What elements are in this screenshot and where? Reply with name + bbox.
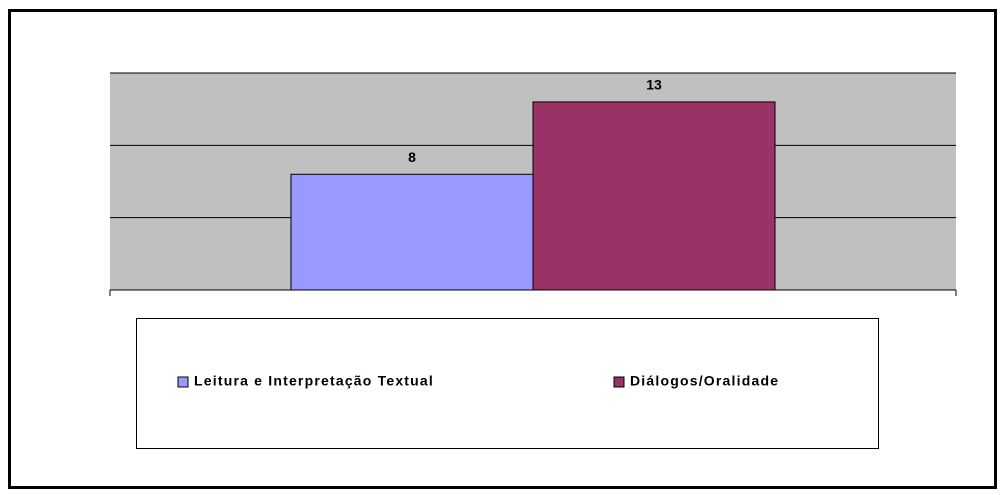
legend-label: Diálogos/Oralidade xyxy=(630,373,779,389)
legend-label: Leitura e Interpretação Textual xyxy=(194,373,434,389)
bar xyxy=(290,173,534,291)
legend-box xyxy=(136,318,879,449)
legend-swatch xyxy=(177,376,189,388)
data-label: 13 xyxy=(646,77,662,93)
bar xyxy=(532,101,776,291)
legend-swatch xyxy=(613,376,625,388)
data-label: 8 xyxy=(408,149,416,165)
